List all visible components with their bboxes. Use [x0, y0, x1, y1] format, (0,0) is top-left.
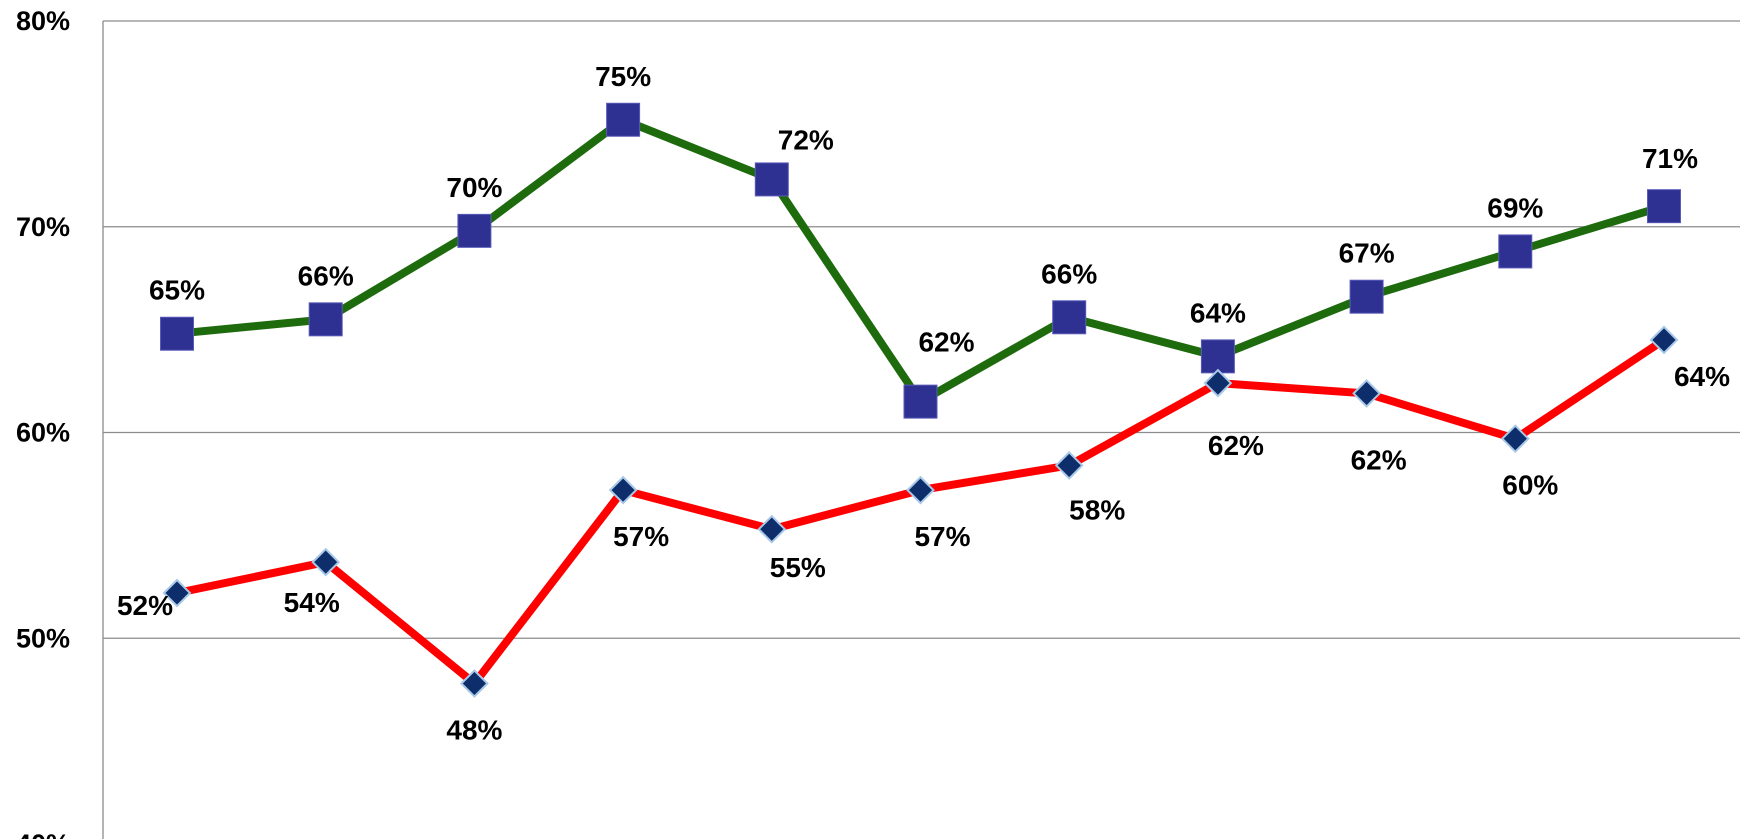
square-marker — [1498, 234, 1533, 269]
y-tick-labels: 40% 50% 60% 70% 80% — [16, 6, 70, 839]
square-marker — [308, 302, 343, 337]
diamond-marker — [1203, 368, 1233, 398]
diamond-marker — [1649, 325, 1679, 355]
square-marker — [1647, 189, 1681, 224]
square-marker — [754, 162, 789, 197]
diamond-marker — [1352, 378, 1382, 408]
diamond-marker — [162, 578, 192, 608]
diamond-marker — [1054, 451, 1084, 480]
data-label: 52% — [117, 590, 173, 621]
diamond-marker — [311, 547, 341, 577]
data-label: 54% — [284, 587, 340, 618]
square-marker — [1200, 339, 1235, 374]
y-tick-label: 60% — [16, 418, 70, 448]
diamond-marker — [757, 514, 787, 544]
data-label: 66% — [298, 260, 354, 291]
data-label: 55% — [770, 552, 826, 583]
data-label: 69% — [1487, 192, 1543, 223]
data-label: 60% — [1502, 470, 1558, 501]
data-label: 64% — [1190, 297, 1246, 328]
data-label: 62% — [918, 327, 974, 358]
square-marker — [1052, 300, 1087, 335]
square-marker — [457, 213, 492, 248]
square-marker — [606, 102, 641, 137]
square-marker — [160, 316, 194, 351]
data-label: 64% — [1674, 361, 1730, 392]
diamond-marker — [608, 475, 638, 505]
data-label: 58% — [1069, 494, 1125, 525]
data-label: 67% — [1339, 238, 1395, 269]
data-label: 62% — [1351, 444, 1407, 475]
diamond-marker — [906, 475, 935, 505]
data-label: 65% — [149, 275, 205, 306]
y-tick-label: 80% — [16, 6, 70, 36]
series-line-0 — [176, 115, 1666, 407]
data-label: 71% — [1642, 143, 1698, 174]
data-label: 57% — [914, 521, 970, 552]
y-tick-label: 40% — [16, 829, 70, 839]
data-label: 70% — [446, 172, 502, 203]
data-label: 75% — [595, 61, 651, 92]
data-label: 62% — [1208, 430, 1264, 461]
data-label: 57% — [613, 521, 669, 552]
square-marker — [1349, 279, 1384, 314]
data-label: 72% — [778, 124, 834, 155]
data-labels: 65% 66% 70% 75% 72% 62% 66% 64% 67% 69% 71% 52% 54% 4… — [117, 61, 1730, 746]
markers — [160, 102, 1681, 698]
square-marker — [903, 384, 938, 419]
gridlines — [103, 20, 1740, 639]
data-label: 48% — [446, 715, 502, 746]
diamond-marker — [459, 669, 489, 698]
diamond-marker — [1500, 424, 1530, 454]
y-tick-label: 70% — [16, 212, 70, 242]
y-tick-label: 50% — [16, 623, 70, 653]
data-label: 66% — [1041, 258, 1097, 289]
